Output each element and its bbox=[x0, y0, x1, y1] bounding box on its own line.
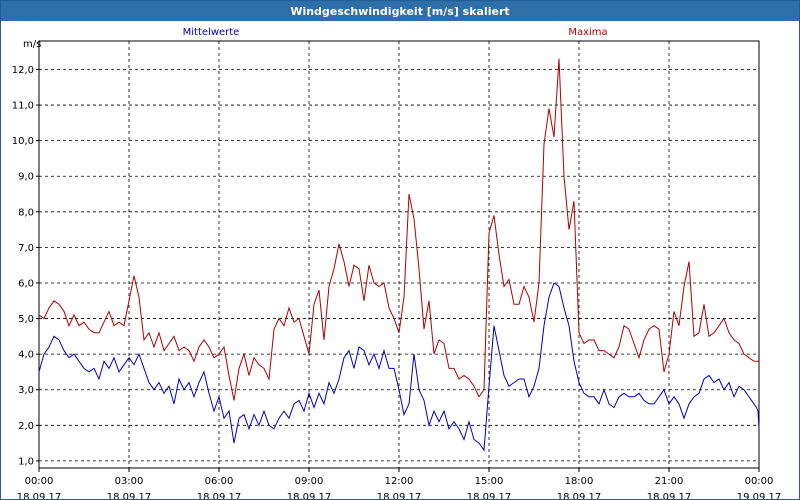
legend-mittelwerte: Mittelwerte bbox=[183, 27, 240, 38]
x-tick-date: 18.09.17 bbox=[107, 492, 152, 499]
x-tick-date: 18.09.17 bbox=[17, 492, 62, 499]
y-tick-label: 3,0 bbox=[18, 385, 34, 396]
x-tick-date: 18.09.17 bbox=[197, 492, 242, 499]
y-tick-label: 7,0 bbox=[18, 243, 34, 254]
series-line-maxima bbox=[38, 58, 759, 401]
y-axis-label: m/s bbox=[23, 39, 41, 50]
x-tick-time: 21:00 bbox=[655, 476, 684, 487]
y-tick-label: 4,0 bbox=[18, 350, 34, 361]
x-tick-time: 15:00 bbox=[475, 476, 504, 487]
y-tick-label: 9,0 bbox=[18, 172, 34, 183]
window-title: Windgeschwindigkeit [m/s] skaliert bbox=[1, 1, 799, 21]
x-tick-time: 09:00 bbox=[295, 476, 324, 487]
legend-maxima: Maxima bbox=[568, 27, 607, 38]
y-tick-label: 1,0 bbox=[18, 456, 34, 467]
x-tick-date: 18.09.17 bbox=[287, 492, 332, 499]
y-tick-label: 11,0 bbox=[12, 101, 34, 112]
x-tick-date: 18.09.17 bbox=[467, 492, 512, 499]
y-tick-label: 5,0 bbox=[18, 314, 34, 325]
x-tick-date: 18.09.17 bbox=[377, 492, 422, 499]
x-tick-time: 00:00 bbox=[25, 476, 54, 487]
y-tick-label: 8,0 bbox=[18, 207, 34, 218]
y-tick-label: 12,0 bbox=[12, 65, 34, 76]
y-tick-label: 6,0 bbox=[18, 278, 34, 289]
series-line-mittelwerte bbox=[38, 282, 760, 452]
x-tick-time: 03:00 bbox=[115, 476, 144, 487]
y-tick-label: 10,0 bbox=[12, 136, 34, 147]
x-tick-time: 06:00 bbox=[205, 476, 234, 487]
x-tick-date: 19.09.17 bbox=[737, 492, 782, 499]
x-tick-time: 00:00 bbox=[745, 476, 774, 487]
x-tick-time: 18:00 bbox=[565, 476, 594, 487]
x-tick-date: 18.09.17 bbox=[557, 492, 602, 499]
x-tick-time: 12:00 bbox=[385, 476, 414, 487]
x-tick-date: 18.09.17 bbox=[647, 492, 692, 499]
y-tick-label: 2,0 bbox=[18, 421, 34, 432]
wind-speed-chart: 1,0 2,0 3,0 4,0 5,0 6,0 7,0 8,0 9,0 10,0 11,0 12,0 0… bbox=[12, 27, 782, 499]
